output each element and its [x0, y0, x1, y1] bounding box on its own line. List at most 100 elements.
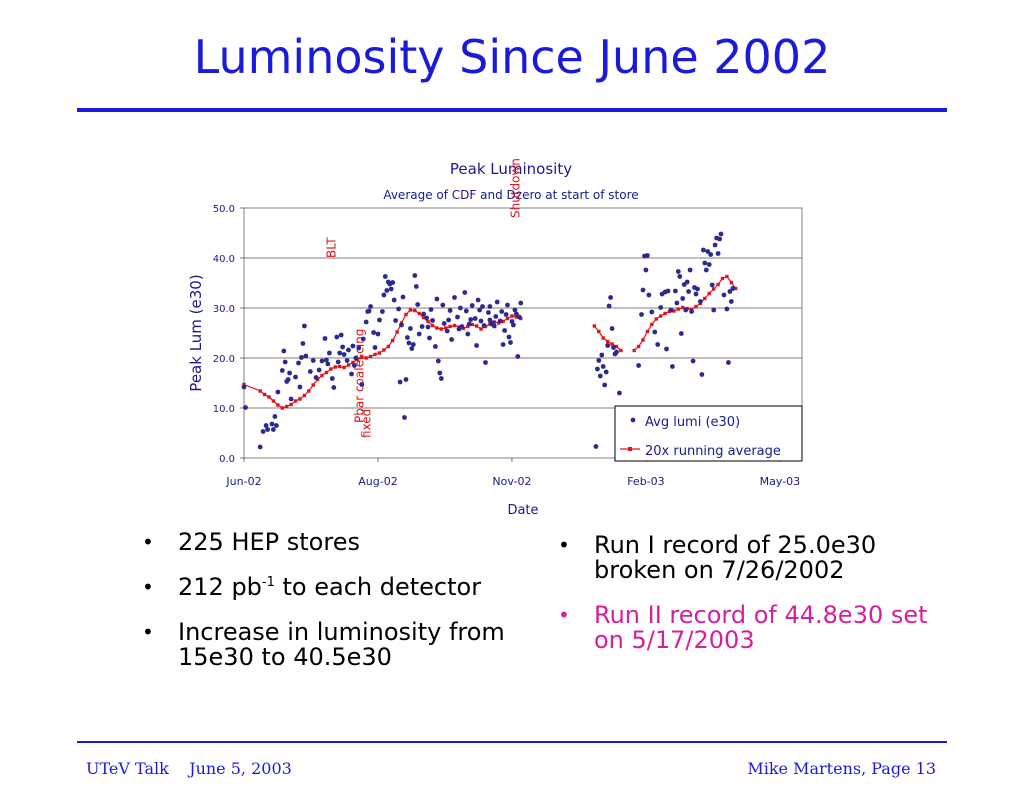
- scatter-point: [728, 299, 734, 304]
- running-average-point: [707, 291, 711, 296]
- scatter-point: [602, 382, 608, 388]
- scatter-point: [690, 358, 696, 364]
- scatter-point: [709, 282, 715, 288]
- scatter-point: [684, 279, 690, 285]
- running-average-point: [413, 308, 417, 313]
- y-axis-ticks: 0.0 10.0 20.0 30.0 40.0 50.0: [213, 204, 244, 465]
- scatter-point: [428, 307, 434, 312]
- scatter-point: [435, 358, 441, 364]
- scatter-point: [595, 366, 600, 372]
- scatter-point: [683, 307, 689, 313]
- legend-scatter-marker: [630, 417, 636, 423]
- running-average-point: [479, 327, 483, 331]
- scatter-point: [708, 252, 714, 257]
- running-average-point: [386, 344, 390, 349]
- annotation-label: fixed: [360, 409, 374, 438]
- running-average-point: [351, 360, 355, 365]
- footer-divider: [77, 741, 947, 743]
- running-average-point: [444, 326, 448, 330]
- running-average-point: [395, 330, 399, 334]
- scatter-point: [677, 274, 683, 279]
- scatter-point: [505, 302, 510, 308]
- scatter-point: [390, 280, 396, 285]
- scatter-point: [447, 308, 453, 313]
- running-average-point: [329, 367, 333, 371]
- scatter-point: [712, 242, 718, 248]
- bullet-increase: Increase in luminosity from 15e30 to 40.…: [142, 620, 522, 670]
- running-average-point: [659, 314, 663, 318]
- running-average-point: [514, 315, 519, 319]
- x-tick-label: Nov-02: [492, 475, 531, 488]
- scatter-points: [241, 231, 736, 450]
- scatter-point: [260, 429, 266, 434]
- x-axis-ticks: Jun-02 Aug-02 Nov-02 Feb-03 May-03: [225, 458, 800, 488]
- scatter-point: [384, 288, 390, 293]
- scatter-point: [359, 382, 365, 387]
- scatter-point: [640, 287, 646, 293]
- scatter-point: [466, 321, 472, 327]
- scatter-point: [494, 299, 500, 305]
- scatter-point: [271, 427, 276, 432]
- scatter-point: [730, 286, 736, 291]
- running-average-point: [426, 319, 430, 324]
- y-tick-label: 30.0: [213, 304, 235, 315]
- running-average-point: [258, 389, 262, 393]
- running-average-point: [606, 339, 610, 344]
- scatter-point: [636, 363, 641, 368]
- running-average-point: [404, 312, 408, 317]
- scatter-point: [363, 319, 369, 325]
- running-average-point: [315, 377, 320, 382]
- scatter-point: [325, 361, 331, 367]
- x-tick-label: Jun-02: [225, 475, 261, 488]
- scatter-point: [468, 317, 474, 322]
- scatter-point: [449, 337, 454, 342]
- scatter-point: [405, 335, 410, 340]
- scatter-point: [329, 376, 335, 381]
- scatter-point: [430, 318, 435, 323]
- scatter-point: [721, 292, 727, 298]
- scatter-point: [366, 308, 372, 314]
- running-average-point: [592, 324, 597, 328]
- scatter-point: [337, 350, 343, 356]
- scatter-point: [506, 334, 512, 340]
- annotation-label: Shutdown: [508, 158, 522, 218]
- running-average-point: [510, 314, 514, 318]
- running-average-point: [382, 348, 386, 352]
- running-average-point: [298, 397, 302, 401]
- scatter-point: [391, 297, 397, 303]
- scatter-point: [360, 336, 366, 342]
- scatter-point: [402, 415, 407, 420]
- scatter-point: [352, 363, 357, 368]
- bullet-run1-record: Run I record of 25.0e30 broken on 7/26/2…: [558, 533, 958, 583]
- running-average-point: [650, 322, 654, 327]
- scatter-point: [678, 331, 684, 336]
- running-average-point: [470, 322, 474, 327]
- scatter-point: [300, 341, 306, 346]
- scatter-point: [425, 324, 431, 330]
- scatter-point: [693, 291, 699, 297]
- scatter-point: [459, 324, 465, 329]
- scatter-point: [410, 342, 416, 347]
- scatter-point: [433, 344, 438, 349]
- scatter-point: [434, 296, 440, 302]
- scatter-point: [515, 354, 521, 359]
- scatter-point: [511, 322, 516, 328]
- scatter-point: [412, 273, 418, 278]
- bullet-integrated-lumi: 212 pb-1 to each detector: [142, 575, 522, 601]
- running-average-point: [720, 276, 725, 281]
- scatter-point: [397, 379, 403, 385]
- scatter-point: [711, 307, 717, 313]
- x-tick-label: Aug-02: [358, 475, 397, 488]
- running-average-point: [289, 402, 293, 407]
- scatter-point: [257, 444, 263, 450]
- running-average-point: [466, 324, 470, 329]
- running-average-point: [280, 406, 284, 410]
- scatter-point: [399, 322, 404, 328]
- slide-title: Luminosity Since June 2002: [193, 30, 831, 84]
- running-average-point: [320, 373, 324, 378]
- scatter-point: [462, 290, 468, 295]
- running-average-point: [452, 323, 457, 328]
- running-average-point: [676, 307, 680, 311]
- running-average-point: [311, 383, 315, 387]
- scatter-point: [478, 318, 484, 324]
